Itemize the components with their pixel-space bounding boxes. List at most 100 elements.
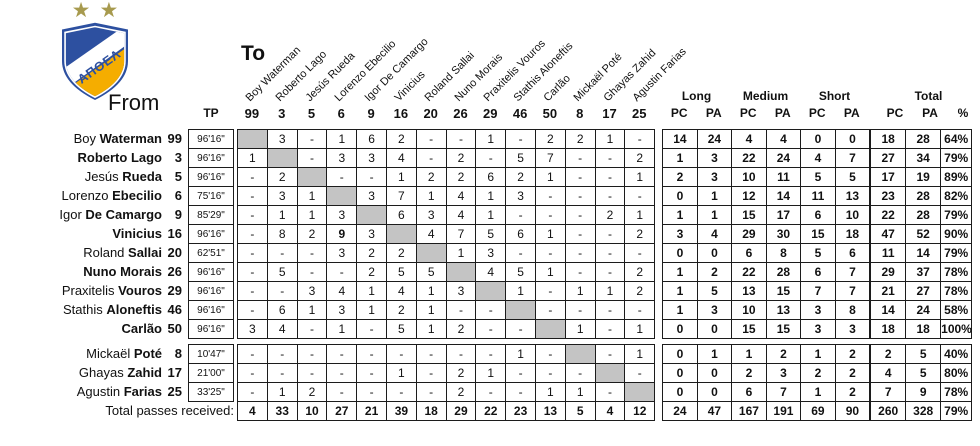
time-played-cell: 33'25" bbox=[188, 382, 234, 402]
player-name: Stathis Aloneftis bbox=[0, 300, 162, 320]
pass-cell: - bbox=[415, 382, 447, 402]
pass-cell: 2 bbox=[624, 224, 656, 244]
pass-cell: - bbox=[296, 243, 328, 263]
pass-cell: - bbox=[475, 319, 507, 339]
pass-cell: 2 bbox=[445, 382, 477, 402]
stat-cell: 18 bbox=[834, 224, 871, 244]
pass-cell: 1 bbox=[475, 205, 507, 225]
pass-cell: - bbox=[505, 382, 536, 402]
total-stat-cell: 328 bbox=[905, 401, 942, 421]
total-stat-cell: 24 bbox=[662, 401, 698, 421]
stat-column-label: PC bbox=[886, 106, 904, 120]
stat-cell: 6 bbox=[731, 382, 767, 402]
table-row: Praxitelis Vouros 29 96'16" - -3 4 1 4 1 3 1-1 1 2 1 5… bbox=[0, 281, 980, 301]
total-stat-cell: 69 bbox=[800, 401, 836, 421]
pass-cell: 2 bbox=[385, 300, 417, 320]
stat-cell: 7 bbox=[834, 148, 871, 168]
table-row: Boy Waterman 99 96'16" 3-1 6 2- -1-2 2 1-14 24 4 4 0… bbox=[0, 129, 980, 149]
stat-cell: 1 bbox=[731, 344, 767, 364]
stat-cell: 1 bbox=[800, 382, 836, 402]
pass-cell: 1 bbox=[534, 382, 566, 402]
pass-cell: 4 bbox=[445, 186, 477, 206]
total-stat-cell: 14 bbox=[905, 243, 942, 263]
pass-cell: 2 bbox=[266, 167, 298, 187]
pass-cell: - bbox=[594, 319, 626, 339]
pass-cell: 1 bbox=[326, 129, 358, 149]
player-first-name: Igor bbox=[59, 207, 86, 222]
player-shirt-number: 25 bbox=[167, 384, 182, 399]
stat-cell: 3 bbox=[800, 319, 836, 339]
pass-cell: - bbox=[237, 205, 268, 225]
pass-cell: - bbox=[534, 363, 566, 383]
total-stat-cell: 2 bbox=[870, 344, 907, 364]
to-column-number: 25 bbox=[632, 106, 647, 121]
pass-cell: 5 bbox=[505, 262, 536, 282]
pass-cell: - bbox=[594, 300, 626, 320]
stat-cell: 3 bbox=[834, 319, 871, 339]
pass-cell: 2 bbox=[385, 243, 417, 263]
table-row: Vinicius 16 96'16" -8 2 9 3 4 7 5 6 1- -2 3 4 29 30 15 18 4… bbox=[0, 224, 980, 244]
totals-row-label: Total passes received: bbox=[105, 403, 234, 418]
player-last-name: Rueda bbox=[122, 169, 162, 184]
pass-cell: - bbox=[326, 167, 358, 187]
total-stat-cell: 52 bbox=[905, 224, 942, 244]
time-played-cell: 96'16" bbox=[188, 148, 234, 168]
pass-cell: - bbox=[326, 363, 358, 383]
player-shirt-number: 6 bbox=[174, 188, 182, 203]
time-played-cell: 21'00" bbox=[188, 363, 234, 383]
total-stat-cell: 18 bbox=[905, 319, 942, 339]
pass-cell: 2 bbox=[445, 363, 477, 383]
spacer bbox=[655, 224, 662, 244]
player-last-name: Carlão bbox=[121, 321, 162, 336]
player-shirt-number: 9 bbox=[174, 207, 182, 222]
stat-cell: 24 bbox=[696, 129, 733, 149]
pass-cell: - bbox=[505, 363, 536, 383]
pass-cell: - bbox=[356, 382, 387, 402]
pass-cell: - bbox=[564, 186, 596, 206]
pass-cell: 3 bbox=[266, 129, 298, 149]
stat-cell: 0 bbox=[662, 186, 698, 206]
total-stat-cell: 4 bbox=[870, 363, 907, 383]
total-stat-cell: 82% bbox=[940, 186, 973, 206]
total-stat-cell: 37 bbox=[905, 262, 942, 282]
total-stat-cell: 28 bbox=[905, 186, 942, 206]
pass-cell: 3 bbox=[266, 186, 298, 206]
time-played-cell: 96'16" bbox=[188, 167, 234, 187]
pass-cell: - bbox=[564, 148, 596, 168]
pass-cell: - bbox=[475, 300, 507, 320]
pass-cell: 1 bbox=[356, 281, 387, 301]
table-row: Mickaël Poté 8 10'47" - - - - - - - - -1- -1 0 1 1 2 1 2 2 5… bbox=[0, 344, 980, 364]
total-stat-cell: 7 bbox=[870, 382, 907, 402]
pass-cell: 1 bbox=[385, 363, 417, 383]
pass-cell: - bbox=[564, 243, 596, 263]
stat-cell: 1 bbox=[662, 281, 698, 301]
stat-cell: 2 bbox=[834, 382, 871, 402]
stat-cell: 15 bbox=[731, 205, 767, 225]
player-name: Carlão bbox=[0, 319, 162, 339]
pass-cell-diagonal bbox=[237, 129, 268, 149]
player-shirt-number: 5 bbox=[174, 169, 182, 184]
total-pass-cell: 18 bbox=[415, 401, 447, 421]
spacer bbox=[655, 344, 662, 364]
stat-cell: 3 bbox=[765, 363, 802, 383]
pass-cell: - bbox=[266, 363, 298, 383]
pass-cell: 2 bbox=[356, 262, 387, 282]
stat-cell: 0 bbox=[662, 319, 698, 339]
pass-cell: 6 bbox=[266, 300, 298, 320]
pass-cell: 3 bbox=[326, 243, 358, 263]
pass-cell: 1 bbox=[564, 281, 596, 301]
total-stat-cell: 47 bbox=[696, 401, 733, 421]
pass-cell: 6 bbox=[356, 129, 387, 149]
pass-cell: 1 bbox=[385, 167, 417, 187]
player-first-name: Roland bbox=[83, 245, 129, 260]
pass-cell: 2 bbox=[385, 129, 417, 149]
stat-cell: 14 bbox=[765, 186, 802, 206]
pass-cell: 2 bbox=[296, 224, 328, 244]
table-row: Nuno Morais 26 96'16" -5- -2 5 5 4 5 1- -2 1 2 22 28 6 7… bbox=[0, 262, 980, 282]
from-axis-label: From bbox=[108, 90, 160, 115]
pass-cell: - bbox=[624, 129, 656, 149]
pass-cell: - bbox=[624, 300, 656, 320]
player-last-name: Waterman bbox=[99, 131, 162, 146]
pass-cell: - bbox=[296, 262, 328, 282]
table-row: Ghayas Zahid 17 21'00" - - - - -1-2 1- - - -0 0 2 3 2 2 4… bbox=[0, 363, 980, 383]
